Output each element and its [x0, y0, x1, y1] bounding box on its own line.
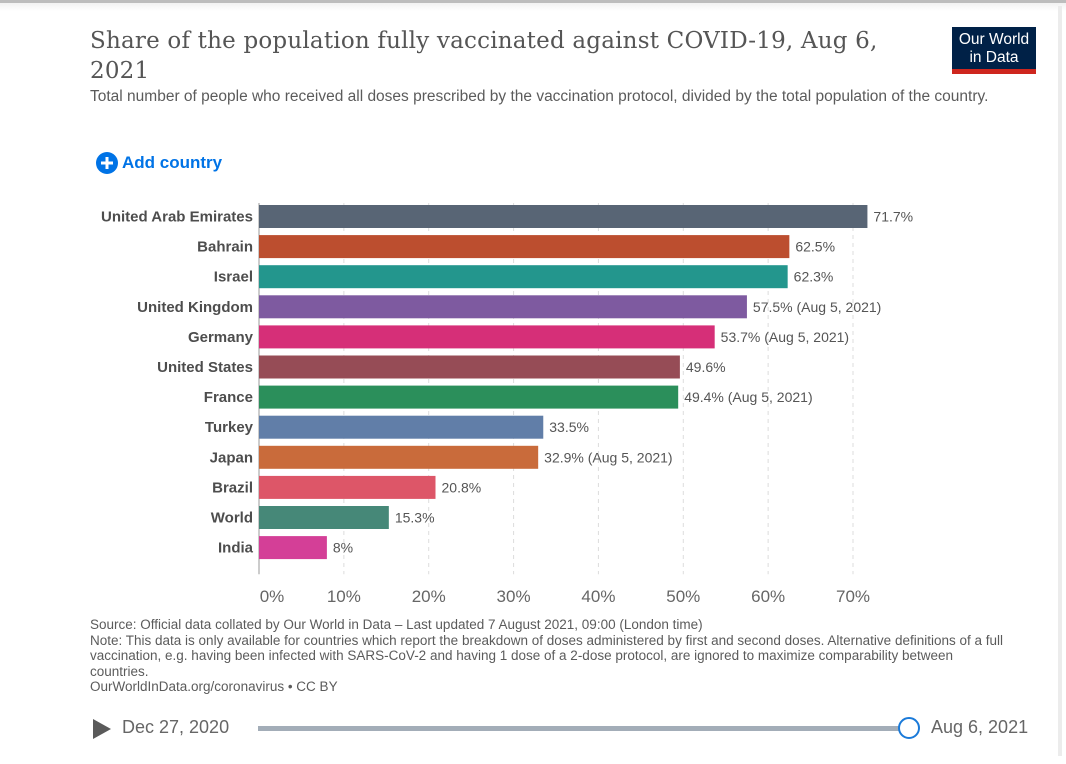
bar[interactable]	[259, 536, 327, 560]
category-label: Japan	[210, 449, 253, 466]
timeline-slider: Dec 27, 2020 Aug 6, 2021	[90, 712, 1050, 746]
x-tick-label: 20%	[412, 587, 446, 605]
source-text: Source: Official data collated by Our Wo…	[90, 617, 703, 632]
logo-line-1: Our World	[958, 31, 1030, 48]
category-label: Brazil	[212, 479, 253, 496]
category-label: Bahrain	[197, 239, 253, 256]
bar[interactable]	[259, 265, 788, 289]
bar[interactable]	[259, 415, 544, 439]
timeline-track[interactable]	[258, 726, 908, 731]
value-label: 15.3%	[395, 510, 435, 526]
x-tick-label: 10%	[327, 587, 361, 605]
category-label: United Kingdom	[137, 299, 253, 316]
add-country-label: Add country	[122, 153, 223, 172]
value-label: 57.5% (Aug 5, 2021)	[753, 299, 881, 315]
bar[interactable]	[259, 506, 389, 529]
scrollbar-track[interactable]	[1058, 6, 1062, 756]
value-label: 20.8%	[442, 479, 482, 495]
timeline-handle[interactable]	[898, 717, 920, 739]
x-tick-label: 40%	[581, 587, 615, 605]
bar[interactable]	[259, 205, 868, 228]
chart-footer: Source: Official data collated by Our Wo…	[90, 617, 1010, 695]
owid-logo[interactable]: Our World in Data	[952, 27, 1036, 74]
category-label: United States	[157, 359, 253, 376]
category-label: Israel	[214, 269, 253, 286]
value-label: 49.6%	[686, 359, 726, 375]
value-label: 8%	[333, 540, 353, 556]
value-label: 62.3%	[794, 269, 834, 285]
x-tick-label: 50%	[666, 587, 700, 605]
category-label: United Arab Emirates	[101, 209, 253, 226]
x-axis: 0% 10% 20% 30% 40% 50% 60% 70%	[260, 587, 870, 605]
value-label: 49.4% (Aug 5, 2021)	[684, 389, 812, 405]
window-top-border	[0, 0, 1066, 3]
chart-title: Share of the population fully vaccinated…	[90, 28, 878, 84]
window-top-shade	[0, 3, 1066, 11]
bar[interactable]	[259, 325, 715, 349]
category-label: Germany	[188, 329, 254, 346]
bar[interactable]	[259, 295, 747, 319]
x-tick-label: 60%	[751, 587, 785, 605]
category-label: India	[218, 540, 254, 557]
note-text: Note: This data is only available for co…	[90, 632, 1004, 679]
value-label: 71.7%	[873, 209, 913, 225]
bar[interactable]	[259, 445, 539, 469]
x-tick-label: 0%	[260, 587, 285, 605]
x-tick-label: 70%	[836, 587, 870, 605]
category-label: World	[211, 510, 253, 527]
play-icon[interactable]	[93, 719, 111, 739]
value-label: 62.5%	[795, 239, 835, 255]
timeline-start-date[interactable]: Dec 27, 2020	[122, 717, 230, 737]
bar-chart: United Arab Emirates 71.7% Bahrain 62.5% Isr…	[101, 203, 913, 605]
credit-link[interactable]: OurWorldInData.org/coronavirus • CC BY	[90, 679, 338, 694]
chart-subtitle: Total number of people who received all …	[90, 88, 989, 105]
bar[interactable]	[259, 355, 680, 379]
bars: United Arab Emirates 71.7% Bahrain 62.5% Isr…	[101, 205, 913, 560]
timeline-end-date[interactable]: Aug 6, 2021	[931, 717, 1029, 737]
value-label: 32.9% (Aug 5, 2021)	[544, 449, 672, 465]
logo-stripe	[952, 69, 1036, 74]
category-label: Turkey	[205, 419, 254, 436]
value-label: 33.5%	[549, 419, 589, 435]
add-country-button[interactable]: Add country	[96, 152, 222, 174]
bar[interactable]	[259, 475, 436, 499]
plus-circle-icon	[96, 152, 118, 174]
logo-line-2: in Data	[969, 49, 1019, 66]
bar[interactable]	[259, 385, 679, 409]
category-label: France	[204, 389, 253, 406]
value-label: 53.7% (Aug 5, 2021)	[721, 329, 849, 345]
x-tick-label: 30%	[497, 587, 531, 605]
bar[interactable]	[259, 235, 790, 259]
